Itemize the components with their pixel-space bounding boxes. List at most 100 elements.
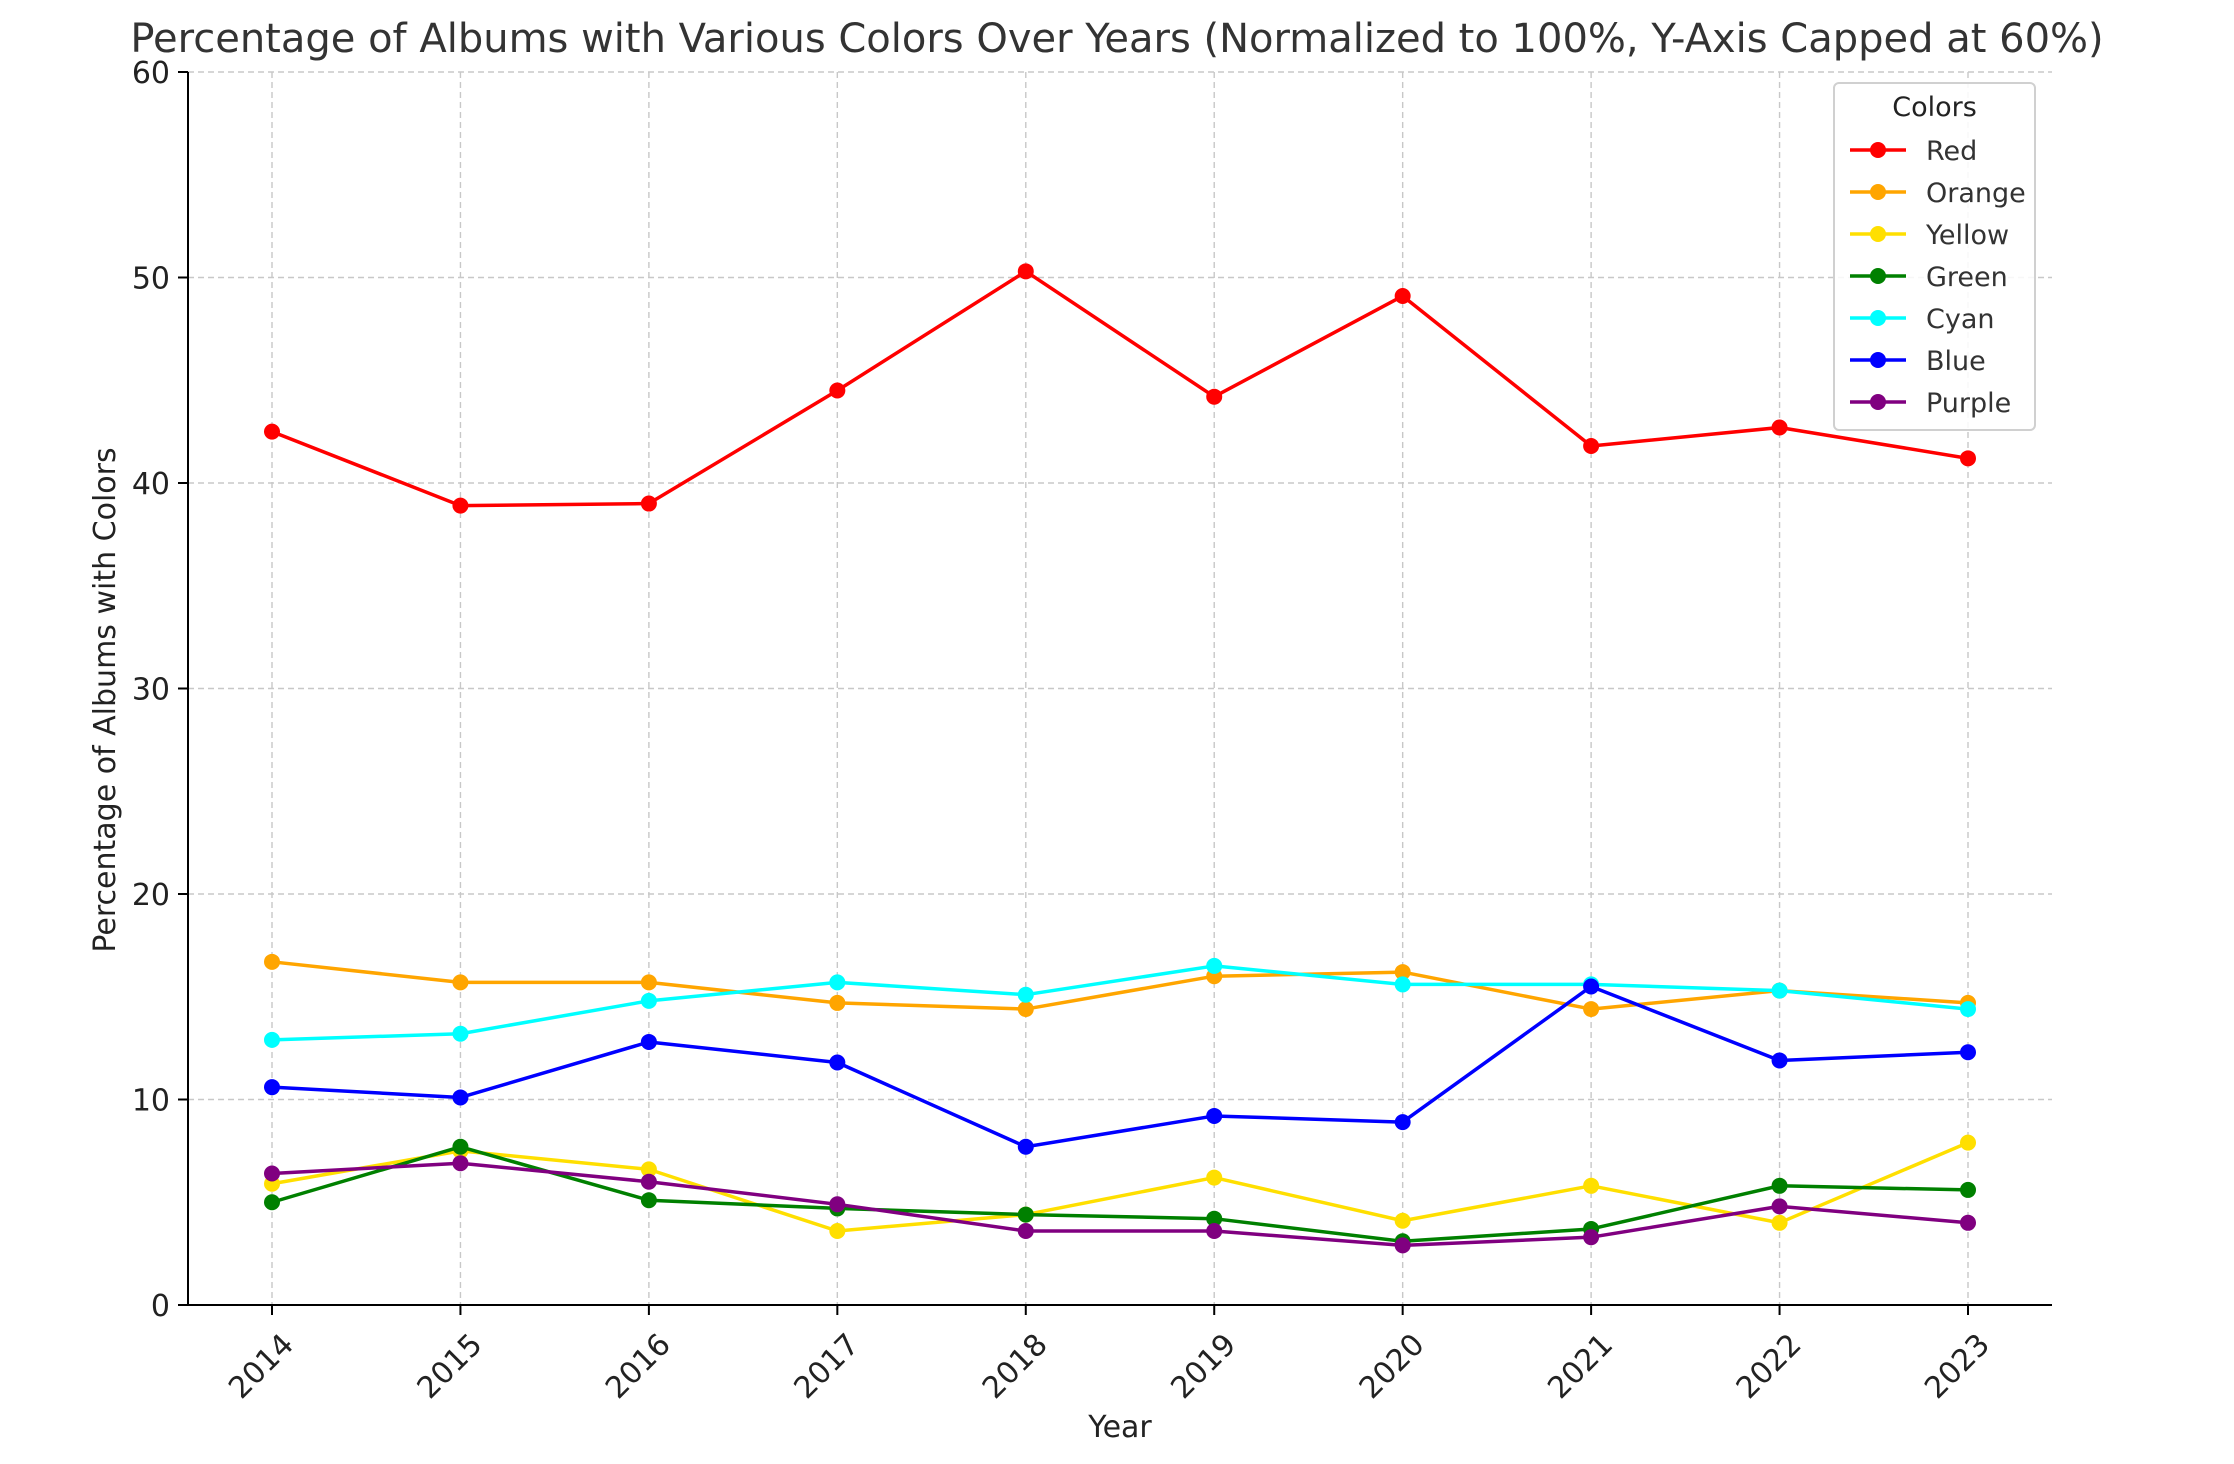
legend-swatch-marker [1870, 142, 1886, 158]
data-point [264, 953, 280, 970]
data-point [264, 423, 280, 440]
x-tick-label: 2015 [411, 1327, 490, 1406]
y-tick-label: 0 [151, 1289, 170, 1324]
data-point [1394, 1237, 1411, 1254]
legend-item-green: Green [1850, 262, 2008, 293]
y-tick-label: 50 [132, 262, 170, 297]
data-point [1017, 1001, 1034, 1018]
y-axis-label: Percentage of Albums with Colors [88, 447, 123, 952]
series-cyan [264, 957, 1976, 1048]
series-purple [264, 1155, 1976, 1254]
data-point [1960, 1214, 1976, 1231]
series-line [271, 964, 1969, 1042]
data-point [1017, 1206, 1034, 1223]
legend-swatch-marker [1870, 184, 1886, 200]
legend-item-orange: Orange [1850, 178, 2026, 209]
x-tick-label: 2017 [788, 1327, 867, 1406]
x-tick-label: 2021 [1541, 1327, 1620, 1406]
data-point [1206, 1107, 1223, 1124]
x-tick-label: 2016 [599, 1327, 678, 1406]
data-point [640, 1161, 657, 1178]
data-point [264, 1079, 280, 1096]
data-point [1017, 1138, 1034, 1155]
legend-label: Cyan [1926, 304, 1995, 335]
data-point [1771, 1214, 1788, 1231]
data-point [1771, 982, 1788, 999]
legend-swatch-marker [1870, 352, 1886, 368]
axes: 0 10 20 30 40 50 60 2014 2015 2016 2017 2018 2019 202… [132, 56, 2052, 1406]
legend-item-blue: Blue [1850, 346, 1986, 377]
y-tick-label: 40 [132, 467, 170, 502]
data-point [640, 495, 657, 512]
data-point [829, 1223, 846, 1240]
data-point [452, 974, 469, 991]
data-point [640, 1173, 657, 1190]
data-point [1017, 1223, 1034, 1240]
data-point [264, 1031, 280, 1048]
data-point [1394, 1212, 1411, 1229]
data-point [829, 1054, 846, 1071]
chart-title: Percentage of Albums with Various Colors… [130, 16, 2103, 62]
legend-label: Purple [1926, 388, 2011, 419]
data-point [452, 1025, 469, 1042]
series-line [271, 984, 1969, 1149]
series-line [271, 960, 1969, 1011]
data-point [640, 1033, 657, 1050]
y-tick-label: 60 [132, 56, 170, 91]
data-point [829, 974, 846, 991]
data-point [1771, 1198, 1788, 1215]
y-tick-label: 30 [132, 673, 170, 708]
data-point [1583, 1177, 1600, 1194]
legend-label: Red [1926, 136, 1977, 167]
data-point [1583, 978, 1600, 995]
data-point [1206, 957, 1223, 974]
data-point [1771, 1177, 1788, 1194]
data-point [1394, 1114, 1411, 1131]
data-point [1960, 450, 1976, 467]
data-point [264, 1165, 280, 1182]
data-point [1394, 976, 1411, 993]
data-point [452, 1089, 469, 1106]
legend-swatch-marker [1870, 268, 1886, 284]
legend-item-red: Red [1850, 136, 1977, 167]
series-yellow [264, 1134, 1976, 1240]
x-tick-label: 2014 [222, 1327, 301, 1406]
legend-box [1833, 82, 2036, 431]
legend-item-cyan: Cyan [1850, 304, 1995, 335]
data-point [1394, 287, 1411, 304]
data-point [1583, 438, 1600, 455]
data-point [1960, 1134, 1976, 1151]
x-tick-label: 2020 [1353, 1327, 1432, 1406]
series-orange [264, 953, 1976, 1018]
legend-label: Orange [1926, 178, 2026, 209]
data-point [829, 1196, 846, 1213]
series-line [271, 1161, 1969, 1248]
x-tick-label: 2019 [1164, 1327, 1243, 1406]
data-point [1206, 1169, 1223, 1186]
series-group [264, 263, 1976, 1254]
data-point [829, 382, 846, 399]
legend-item-yellow: Yellow [1850, 220, 2009, 251]
legend-title: Colors [1892, 92, 1977, 123]
data-point [1960, 1181, 1976, 1198]
data-point [640, 992, 657, 1009]
data-point [1771, 1052, 1788, 1069]
x-tick-label: 2023 [1918, 1327, 1997, 1406]
data-point [1206, 388, 1223, 405]
series-line [271, 269, 1969, 508]
data-point [452, 1155, 469, 1172]
data-point [1583, 1001, 1600, 1018]
data-point [1960, 1044, 1976, 1061]
x-axis-label: Year [1087, 1410, 1152, 1445]
data-point [452, 1138, 469, 1155]
y-tick-label: 20 [132, 878, 170, 913]
data-point [452, 497, 469, 514]
x-tick-label: 2022 [1730, 1327, 1809, 1406]
data-point [1583, 1229, 1600, 1246]
data-point [1017, 263, 1034, 280]
data-point [829, 994, 846, 1011]
data-point [640, 1192, 657, 1209]
legend: Colors Red Orange Yellow Green Cyan Blue Purple [1833, 82, 2036, 431]
